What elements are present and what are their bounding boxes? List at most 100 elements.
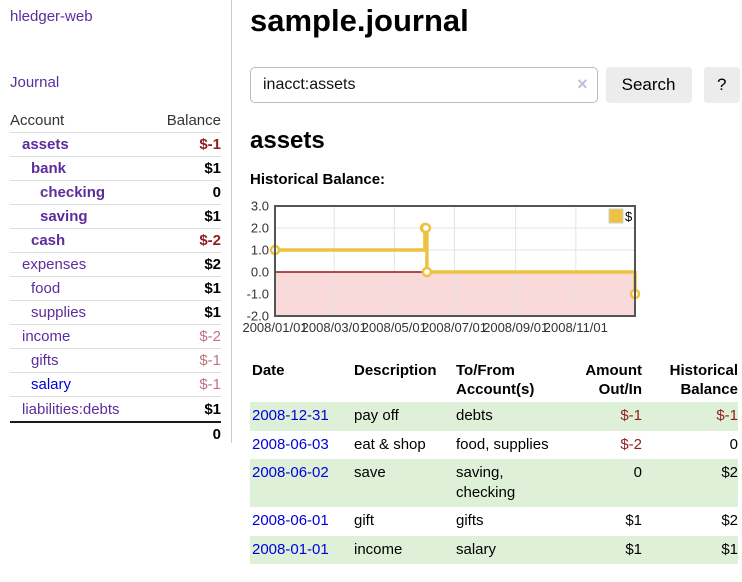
svg-text:0.0: 0.0 (251, 264, 269, 279)
sidebar-account-link-bank[interactable]: bank (31, 160, 67, 177)
svg-text:1.0: 1.0 (251, 242, 269, 257)
transaction-description: save (354, 463, 386, 481)
account-balance: 0 (212, 184, 221, 201)
sidebar-account-link-salary[interactable]: salary (31, 376, 72, 393)
sidebar-accounts: assets $-1 bank $1 checking 0 saving $1 cash $-2 e… (10, 133, 221, 421)
account-column-header: Account (10, 111, 65, 129)
account-table-header: Account Balance (10, 108, 221, 133)
transaction-amount: $1 (625, 512, 642, 530)
sidebar-account-link-expenses[interactable]: expenses (22, 256, 87, 273)
sidebar-account-row: income $-2 (10, 325, 221, 349)
transaction-amount: $1 (625, 540, 642, 558)
sidebar-account-row: expenses $2 (10, 253, 221, 277)
svg-text:2008/09/01: 2008/09/01 (483, 320, 548, 335)
transaction-description: pay off (354, 407, 399, 425)
register-column-header: To/From Account(s) (456, 361, 535, 398)
account-balance: $-2 (199, 328, 221, 345)
register-column-header[interactable]: Date (250, 360, 346, 403)
sidebar-account-row: gifts $-1 (10, 349, 221, 373)
transaction-date-link[interactable]: 2008-06-03 (252, 435, 329, 453)
account-balance: $1 (204, 304, 221, 321)
sidebar-account-link-saving[interactable]: saving (40, 208, 88, 225)
sidebar-account-row: liabilities:debts $1 (10, 397, 221, 421)
search-help-button[interactable]: ? (703, 66, 740, 103)
register-row: 2008-06-03 eat & shop food, supplies $-2 0 (250, 431, 738, 459)
register-row: 2008-01-01 income salary $1 $1 (250, 535, 738, 564)
sidebar-account-link-checking[interactable]: checking (40, 184, 106, 201)
account-balance: $-1 (199, 376, 221, 393)
transaction-amount: 0 (633, 463, 642, 481)
transaction-description: income (354, 540, 403, 558)
balance-column-header: Balance (166, 111, 221, 129)
transaction-accounts: debts (456, 407, 493, 425)
main-content: sample.journal × Search ? assets Histori… (242, 0, 740, 564)
sidebar-account-link-gifts[interactable]: gifts (31, 352, 59, 369)
transaction-accounts: salary (456, 540, 497, 558)
account-balance: $1 (204, 280, 221, 297)
account-balance: $1 (204, 400, 221, 418)
app-brand-link[interactable]: hledger-web (10, 8, 93, 25)
svg-text:-1.0: -1.0 (247, 286, 269, 301)
transaction-balance: $2 (721, 512, 738, 530)
sort-ascending-icon (291, 364, 306, 375)
register-row: 2008-06-02 save saving, checking 0 $2 (250, 458, 738, 508)
sidebar-account-row: bank $1 (10, 157, 221, 181)
svg-text:2008/01/01: 2008/01/01 (242, 320, 307, 335)
transaction-date-link[interactable]: 2008-12-31 (252, 407, 329, 425)
transaction-date-link[interactable]: 2008-01-01 (252, 540, 329, 558)
sidebar-account-link-liabilities-debts[interactable]: liabilities:debts (22, 400, 120, 418)
register-column-header: Historical Balance (669, 361, 738, 398)
transaction-balance: 0 (729, 435, 738, 453)
clear-search-icon[interactable]: × (577, 73, 588, 94)
sidebar-account-row: food $1 (10, 277, 221, 301)
search-button[interactable]: Search (605, 66, 692, 103)
account-heading: assets (250, 126, 325, 154)
sidebar-account-row: cash $-2 (10, 229, 221, 253)
account-balance: $-1 (199, 352, 221, 369)
legend-label: $ (625, 209, 633, 224)
transaction-balance: $-1 (716, 407, 738, 425)
sidebar-total-row: 0 (10, 421, 221, 445)
register-row: 2008-06-01 gift gifts $1 $2 (250, 507, 738, 535)
transaction-balance: $2 (721, 463, 738, 481)
register-column-header: Amount Out/In (585, 361, 642, 398)
sidebar-account-row: assets $-1 (10, 133, 221, 157)
transaction-date-link[interactable]: 2008-06-02 (252, 463, 329, 481)
sidebar-account-row: salary $-1 (10, 373, 221, 397)
transaction-amount: $-2 (620, 435, 642, 453)
register-table: Date Description To/From Account(s) Amount Ou… (250, 360, 738, 564)
sidebar-account-link-food[interactable]: food (31, 280, 61, 297)
transaction-date-link[interactable]: 2008-06-01 (252, 512, 329, 530)
transaction-description: gift (354, 512, 375, 530)
sidebar-account-link-assets[interactable]: assets (22, 136, 69, 153)
transaction-description: eat & shop (354, 435, 426, 453)
transaction-accounts: food, supplies (456, 435, 549, 453)
sidebar-account-link-supplies[interactable]: supplies (31, 304, 87, 321)
svg-text:2008/07/01: 2008/07/01 (422, 320, 487, 335)
chart-title: Historical Balance: (250, 170, 386, 188)
balance-chart-svg: $3.0 2.0 1.0 0.0 -1.0 -2.02008/01/012008/03/0… (242, 198, 641, 335)
account-balance: $-1 (199, 136, 221, 153)
sidebar-account-link-income[interactable]: income (22, 328, 71, 345)
sidebar-account-row: supplies $1 (10, 301, 221, 325)
sidebar-total-value: 0 (212, 425, 221, 443)
svg-text:3.0: 3.0 (251, 198, 269, 213)
account-balance-table: Account Balance assets $-1 bank $1 checking 0… (10, 108, 221, 445)
svg-text:-2.0: -2.0 (247, 308, 269, 323)
account-balance: $-2 (199, 232, 221, 249)
account-balance: $2 (204, 256, 221, 273)
register-header-row: Date Description To/From Account(s) Amount Ou… (250, 360, 738, 403)
sidebar-item-journal[interactable]: Journal (10, 74, 60, 91)
svg-text:2008/05/01: 2008/05/01 (362, 320, 427, 335)
legend-swatch (608, 208, 624, 224)
sidebar: hledger-web Journal Account Balance asse… (0, 0, 232, 443)
page-title: sample.journal (250, 3, 469, 38)
account-balance: $1 (204, 208, 221, 225)
sidebar-account-link-cash[interactable]: cash (31, 232, 66, 249)
search-input[interactable] (250, 66, 598, 103)
register-column-header: Description (354, 361, 437, 379)
transaction-balance: $1 (721, 540, 738, 558)
search-form: × Search ? (250, 66, 740, 103)
sidebar-account-row: saving $1 (10, 205, 221, 229)
svg-text:2008/03/01: 2008/03/01 (302, 320, 367, 335)
